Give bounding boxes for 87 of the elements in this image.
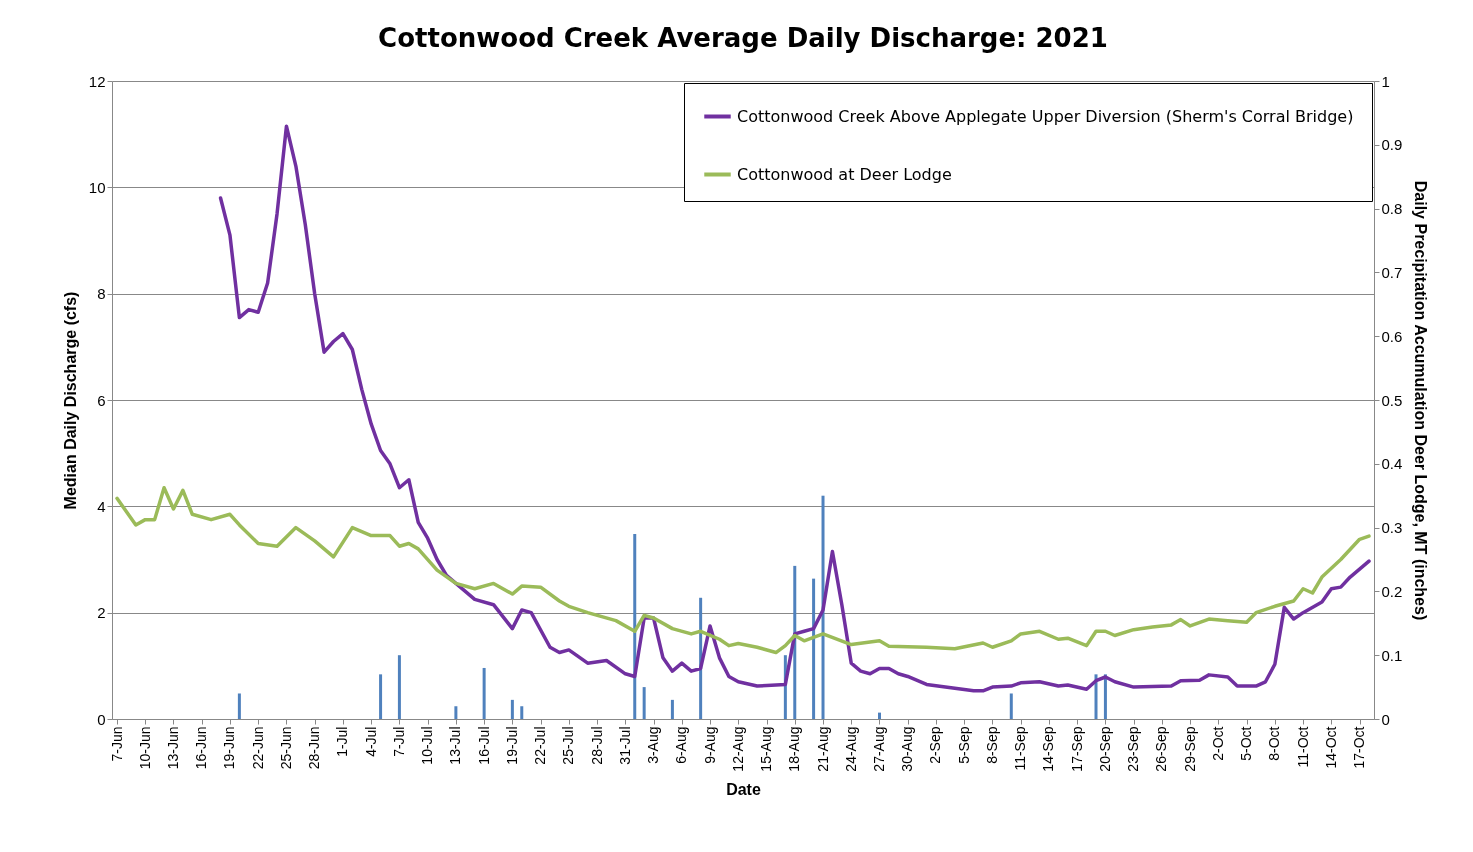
bar [1103, 674, 1107, 719]
x-axis-title: Date [726, 780, 761, 798]
x-tick-label: 14-Oct [1322, 726, 1339, 769]
x-tick-label: 2-Sep [927, 726, 944, 764]
bar [454, 706, 458, 719]
x-tick-label: 14-Sep [1040, 726, 1057, 772]
x-tick-label: 22-Jul [532, 726, 549, 765]
x-tick-label: 8-Oct [1266, 726, 1283, 761]
bar [642, 687, 646, 719]
x-tick-label: 28-Jul [588, 726, 605, 765]
bar [237, 693, 241, 719]
y2-tick-label: 0.4 [1381, 455, 1403, 473]
bar [812, 578, 816, 719]
bar [633, 533, 637, 719]
bar [1009, 693, 1013, 719]
bar [397, 655, 401, 719]
y2-tick-label: 0.3 [1381, 519, 1403, 537]
line-series [115, 485, 1371, 655]
x-tick-label: 24-Aug [842, 726, 859, 772]
y2-tick-label: 0.6 [1381, 327, 1403, 345]
x-tick-label: 20-Sep [1096, 726, 1113, 772]
x-tick-label: 23-Sep [1125, 726, 1142, 772]
x-tick-label: 2-Oct [1209, 726, 1226, 761]
line-series [218, 124, 1371, 693]
x-tick-label: 16-Jul [475, 726, 492, 765]
chart-title: Cottonwood Creek Average Daily Discharge: 2021 [378, 23, 1108, 53]
x-tick-label: 5-Sep [955, 726, 972, 764]
legend-label: Cottonwood at Deer Lodge [737, 164, 952, 184]
x-tick-label: 15-Aug [758, 726, 775, 772]
x-tick-label: 18-Aug [786, 726, 803, 772]
x-tick-label: 11-Sep [1012, 726, 1029, 771]
y-tick-label: 4 [97, 497, 106, 515]
bar [878, 712, 881, 719]
y-tick-label: 2 [97, 604, 106, 622]
x-tick-label: 21-Aug [814, 726, 831, 772]
y-tick-label: 0 [97, 710, 106, 728]
x-tick-label: 7-Jun [108, 726, 125, 762]
x-tick-label: 10-Jun [136, 726, 153, 770]
x-tick-label: 27-Aug [871, 726, 887, 772]
x-tick-label: 22-Jun [249, 726, 266, 770]
x-tick-label: 9-Aug [701, 726, 718, 764]
y2-tick-label: 0.1 [1381, 646, 1403, 664]
y-axis-title: Median Daily Discharge (cfs) [61, 291, 79, 510]
x-tick-label: 17-Oct [1351, 726, 1368, 769]
x-tick-label: 1-Jul [334, 726, 351, 757]
x-tick-label: 19-Jul [503, 726, 520, 765]
x-tick-label: 12-Aug [729, 726, 746, 772]
x-tick-label: 8-Sep [983, 726, 1000, 764]
bar [793, 565, 797, 719]
x-tick-label: 31-Jul [616, 726, 633, 765]
y-tick-label: 8 [97, 285, 106, 303]
bar [520, 706, 524, 719]
y2-tick-label: 0 [1381, 710, 1390, 728]
x-tick-label: 3-Aug [645, 726, 662, 764]
x-tick-label: 13-Jun [164, 726, 181, 770]
bar [379, 674, 383, 719]
legend-label: Cottonwood Creek Above Applegate Upper Diversion (Sherm's Corral Bridge) [737, 106, 1354, 126]
x-tick-label: 6-Aug [673, 726, 690, 764]
x-tick-label: 4-Jul [362, 726, 379, 757]
bar [670, 699, 674, 719]
x-tick-label: 17-Sep [1068, 726, 1085, 772]
y-tick-label: 10 [88, 178, 106, 196]
y-tick-label: 6 [97, 391, 106, 409]
y-tick-label: 12 [88, 72, 106, 90]
x-tick-label: 25-Jul [560, 726, 577, 765]
y2-tick-label: 0.5 [1381, 391, 1403, 409]
x-tick-label: 26-Sep [1153, 726, 1170, 772]
bar [482, 667, 486, 719]
x-tick-label: 19-Jun [221, 726, 238, 770]
x-tick-label: 5-Oct [1238, 726, 1255, 761]
x-tick-label: 10-Jul [419, 726, 436, 765]
x-tick-label: 13-Jul [447, 726, 464, 765]
bar [821, 495, 825, 719]
y2-tick-label: 0.7 [1381, 263, 1403, 281]
y2-tick-label: 0.8 [1381, 200, 1403, 218]
x-tick-label: 11-Oct [1294, 726, 1311, 768]
x-tick-label: 30-Aug [899, 726, 916, 772]
x-tick-label: 29-Sep [1181, 726, 1198, 772]
y2-tick-label: 0.9 [1381, 136, 1403, 154]
x-tick-label: 28-Jun [306, 726, 323, 770]
x-tick-label: 7-Jul [390, 726, 407, 757]
y2-tick-label: 1 [1381, 72, 1390, 90]
y2-axis-title: Daily Precipitation Accumulation Deer Lodge, MT (inches) [1412, 180, 1430, 621]
x-tick-label: 25-Jun [277, 726, 294, 770]
x-tick-label: 16-Jun [193, 726, 210, 770]
bar [510, 699, 514, 719]
y2-tick-label: 0.2 [1381, 582, 1403, 600]
